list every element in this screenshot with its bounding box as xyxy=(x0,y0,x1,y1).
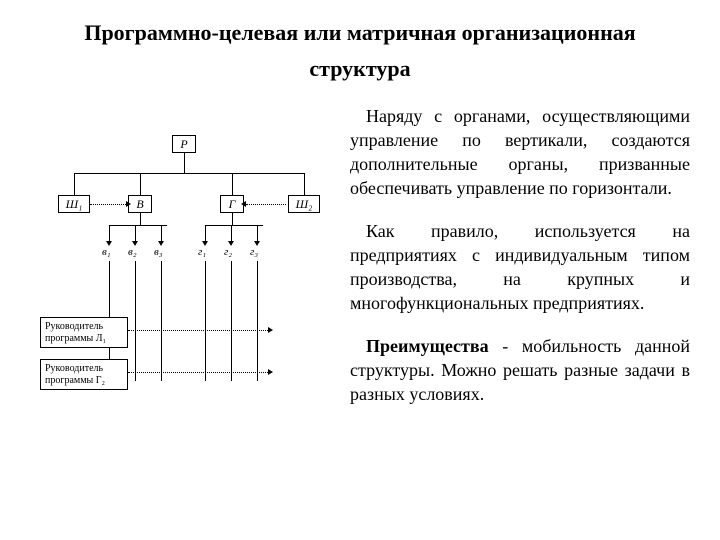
legend-l2: Руководитель программы Г₂ xyxy=(40,359,128,390)
page-title: Программно-целевая или матричная организ… xyxy=(30,18,690,83)
paragraph-3: Преимущества - мобильность данной структ… xyxy=(350,335,690,406)
right-column: Наряду с органами, осуществляющими управ… xyxy=(350,105,690,437)
edge-g3-cont xyxy=(257,261,258,381)
node-b-label: В xyxy=(136,197,143,212)
edge-to-sh1 xyxy=(74,173,75,195)
node-sh1: Ш₁ xyxy=(58,195,90,213)
title-line-1: Программно-целевая или матричная организ… xyxy=(30,18,690,48)
org-chart-diagram: Р Ш₁ В Г Ш₂ xyxy=(30,127,350,437)
edge-g1-cont xyxy=(205,261,206,381)
node-g-label: Г xyxy=(229,197,236,212)
edge-b-down xyxy=(140,213,141,225)
edge-to-sh2 xyxy=(304,173,305,195)
edge-v3-cont xyxy=(161,261,162,381)
legend-l1: Руководитель программы Л₁ xyxy=(40,317,128,348)
edge-g-down xyxy=(232,213,233,225)
label-g2: г₂ xyxy=(224,246,232,258)
edge-g-bus xyxy=(205,225,263,226)
paragraph-1: Наряду с органами, осуществляющими управ… xyxy=(350,105,690,200)
edge-b-v3 xyxy=(161,225,162,241)
edge-b-v2 xyxy=(135,225,136,241)
advantages-label: Преимущества xyxy=(366,336,489,356)
label-v3: в₃ xyxy=(154,246,163,258)
label-v2: в₂ xyxy=(128,246,137,258)
edge-bus xyxy=(74,173,304,174)
node-p-label: Р xyxy=(180,137,187,152)
node-p: Р xyxy=(172,135,196,153)
node-sh2: Ш₂ xyxy=(288,195,320,213)
edge-b-v1 xyxy=(109,225,110,241)
node-sh2-label: Ш₂ xyxy=(296,197,313,212)
arrow-row1-r xyxy=(268,327,273,333)
edge-g-g3 xyxy=(257,225,258,241)
arrow-sh1-r xyxy=(126,201,131,207)
edge-to-b xyxy=(140,173,141,195)
matrix-row-2 xyxy=(128,372,268,373)
arrow-sh2-l xyxy=(241,201,246,207)
body-row: Р Ш₁ В Г Ш₂ xyxy=(30,105,690,437)
edge-g2-cont xyxy=(231,261,232,381)
label-g1: г₁ xyxy=(198,246,206,258)
paragraph-2-text: Как правило, используется на предприятия… xyxy=(350,221,690,312)
edge-g-g2 xyxy=(231,225,232,241)
page: Программно-целевая или матричная организ… xyxy=(0,0,720,540)
node-b: В xyxy=(128,195,152,213)
matrix-row-1 xyxy=(128,330,268,331)
edge-to-g xyxy=(232,173,233,195)
paragraph-2: Как правило, используется на предприятия… xyxy=(350,220,690,315)
edge-v2-cont xyxy=(135,261,136,381)
left-column: Р Ш₁ В Г Ш₂ xyxy=(30,105,350,437)
edge-sh1-dot xyxy=(90,204,126,205)
label-v1: в₁ xyxy=(102,246,111,258)
label-g3: г₃ xyxy=(250,246,258,258)
paragraph-1-text: Наряду с органами, осуществляющими управ… xyxy=(350,106,690,197)
title-line-2: структура xyxy=(30,54,690,84)
edge-b-bus xyxy=(109,225,167,226)
node-sh1-label: Ш₁ xyxy=(66,197,83,212)
edge-p-down xyxy=(184,153,185,173)
arrow-row2-r xyxy=(268,369,273,375)
edge-sh2-dot xyxy=(246,204,286,205)
edge-g-g1 xyxy=(205,225,206,241)
